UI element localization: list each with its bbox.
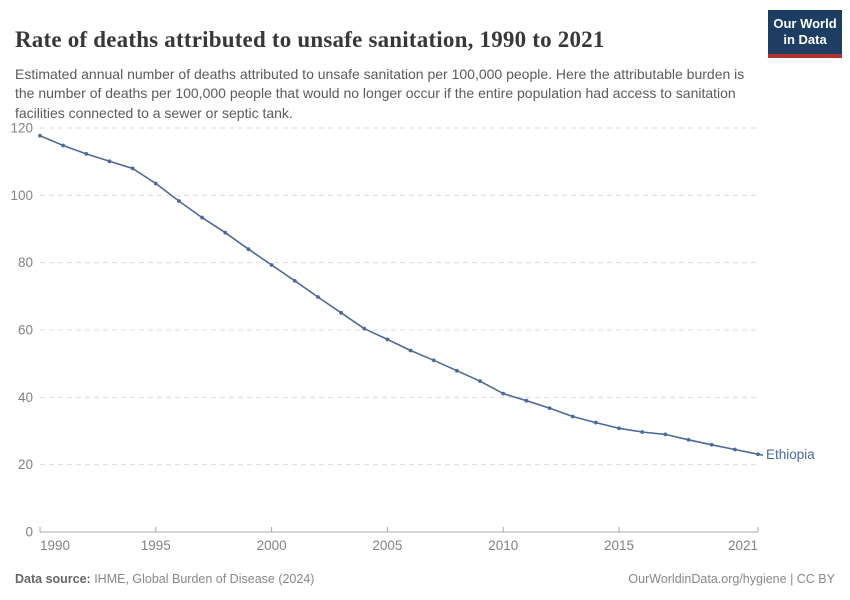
- data-point[interactable]: [686, 437, 691, 442]
- y-tick-label: 0: [25, 525, 33, 540]
- data-point[interactable]: [292, 278, 297, 283]
- data-point[interactable]: [385, 337, 390, 342]
- data-point[interactable]: [362, 326, 367, 331]
- data-point[interactable]: [617, 426, 621, 431]
- ethiopia-line[interactable]: [39, 134, 759, 455]
- x-tick-label: 1995: [141, 538, 171, 553]
- data-point[interactable]: [61, 143, 66, 148]
- y-tick-label: 120: [10, 121, 33, 136]
- data-point[interactable]: [455, 368, 459, 373]
- owid-logo-line1: Our World: [773, 16, 837, 31]
- data-source: Data source: IHME, Global Burden of Dise…: [15, 572, 314, 586]
- series-label-ethiopia[interactable]: Ethiopia: [766, 447, 815, 462]
- y-tick-label: 100: [10, 188, 33, 203]
- data-point[interactable]: [269, 263, 274, 267]
- x-tick-label: 2010: [488, 538, 518, 553]
- y-tick-label: 20: [18, 457, 33, 472]
- line-chart: 0 20 40 60 80 100 120 1990 1995 2000 2005 2010 2015 2…: [10, 121, 815, 554]
- data-point[interactable]: [593, 420, 598, 425]
- data-point[interactable]: [547, 406, 552, 411]
- series-label-connector: [757, 453, 764, 457]
- owid-logo-line2: in Data: [783, 32, 827, 48]
- data-point[interactable]: [408, 348, 413, 353]
- data-point[interactable]: [431, 358, 436, 363]
- y-tick-label: 60: [18, 323, 33, 338]
- x-tick-label: 2021: [728, 538, 758, 553]
- chart-subtitle: Estimated annual number of deaths attrib…: [15, 66, 745, 121]
- page-title: Rate of deaths attributed to unsafe sani…: [15, 27, 605, 53]
- data-source-value: IHME, Global Burden of Disease (2024): [90, 572, 315, 586]
- data-point[interactable]: [709, 442, 714, 447]
- credit-link[interactable]: OurWorldinData.org/hygiene | CC BY: [628, 572, 835, 586]
- data-source-label: Data source:: [15, 572, 91, 586]
- x-tick-label: 1990: [40, 538, 70, 553]
- data-point[interactable]: [524, 398, 529, 403]
- data-point[interactable]: [640, 430, 645, 434]
- data-point[interactable]: [663, 432, 668, 437]
- data-point[interactable]: [200, 215, 205, 220]
- data-point[interactable]: [153, 181, 158, 186]
- data-point[interactable]: [107, 159, 112, 164]
- data-point[interactable]: [84, 152, 89, 156]
- y-tick-label: 40: [18, 390, 33, 405]
- data-point[interactable]: [316, 295, 320, 299]
- data-point[interactable]: [732, 447, 737, 452]
- x-tick-label: 2015: [604, 538, 634, 553]
- y-tick-label: 80: [18, 255, 33, 270]
- data-point[interactable]: [501, 391, 506, 396]
- data-point[interactable]: [223, 230, 228, 235]
- owid-logo[interactable]: Our World in Data: [768, 10, 842, 58]
- chart-footer: Data source: IHME, Global Burden of Dise…: [15, 572, 835, 586]
- data-point[interactable]: [38, 133, 42, 138]
- x-tick-label: 2000: [257, 538, 287, 553]
- data-point[interactable]: [246, 247, 251, 252]
- data-point[interactable]: [177, 199, 181, 203]
- x-tick-label: 2005: [372, 538, 402, 553]
- data-point[interactable]: [339, 310, 343, 315]
- data-point[interactable]: [478, 379, 482, 384]
- data-point[interactable]: [130, 166, 135, 171]
- data-point[interactable]: [570, 414, 575, 419]
